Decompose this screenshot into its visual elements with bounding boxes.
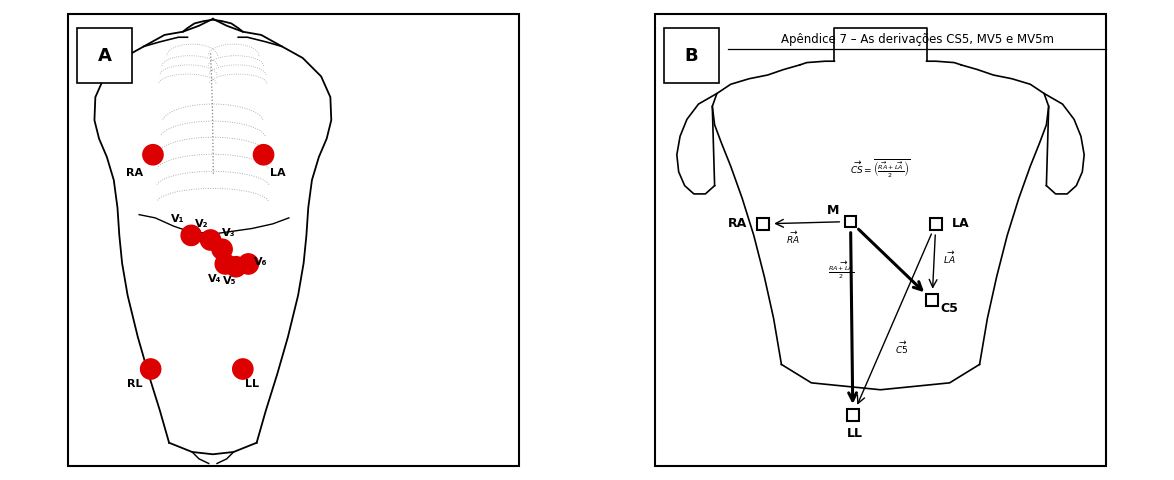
Text: $\overrightarrow{LA}$: $\overrightarrow{LA}$ (944, 251, 956, 266)
Text: V₅: V₅ (223, 276, 237, 287)
Text: V₃: V₃ (222, 228, 236, 238)
Text: M: M (826, 204, 839, 216)
Circle shape (238, 254, 258, 274)
Bar (848, 409, 858, 421)
Bar (926, 294, 938, 306)
Bar (77, 28, 133, 84)
Text: $\overrightarrow{C5}$: $\overrightarrow{C5}$ (895, 340, 908, 356)
Text: V₆: V₆ (254, 257, 266, 267)
Text: V₁: V₁ (170, 214, 184, 224)
Circle shape (225, 257, 247, 277)
Bar (757, 218, 769, 229)
Circle shape (254, 144, 274, 165)
Circle shape (215, 254, 236, 274)
Text: B: B (684, 47, 699, 65)
Text: Apêndice 7 – As derivações CS5, MV5 e MV5m: Apêndice 7 – As derivações CS5, MV5 e MV… (781, 33, 1054, 46)
Text: LL: LL (245, 379, 259, 389)
Text: $\overrightarrow{CS}=\overline{\left(\frac{\overrightarrow{RA}+\overrightarrow{L: $\overrightarrow{CS}=\overline{\left(\fr… (850, 158, 911, 181)
Bar (930, 218, 942, 229)
Text: A: A (97, 47, 112, 65)
Text: V₄: V₄ (208, 274, 221, 284)
Bar (845, 216, 856, 228)
Circle shape (201, 230, 221, 250)
Text: RL: RL (127, 379, 142, 389)
Text: RA: RA (728, 217, 748, 230)
Text: $\overrightarrow{RA}$: $\overrightarrow{RA}$ (787, 229, 799, 246)
Circle shape (141, 359, 161, 379)
Circle shape (212, 239, 232, 259)
Text: RA: RA (126, 168, 143, 178)
Text: LL: LL (848, 427, 863, 440)
Text: V₂: V₂ (195, 219, 208, 229)
Text: LA: LA (952, 217, 970, 230)
Circle shape (232, 359, 252, 379)
Circle shape (143, 144, 163, 165)
Text: $\overrightarrow{\frac{RA+LA}{2}}$: $\overrightarrow{\frac{RA+LA}{2}}$ (828, 259, 855, 281)
Text: LA: LA (270, 168, 285, 178)
Bar (664, 28, 720, 84)
Text: C5: C5 (940, 302, 958, 315)
Circle shape (181, 225, 201, 246)
